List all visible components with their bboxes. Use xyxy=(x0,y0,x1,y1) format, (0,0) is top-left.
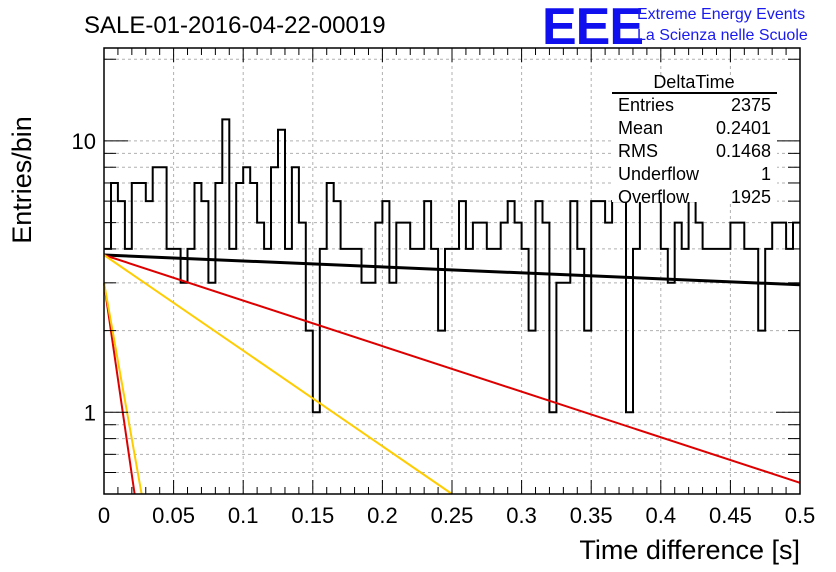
x-tick-label-7: 0.35 xyxy=(570,503,613,528)
x-tick-label-6: 0.3 xyxy=(506,503,537,528)
chart-title: SALE-01-2016-04-22-00019 xyxy=(84,12,386,39)
x-tick-label-2: 0.1 xyxy=(228,503,259,528)
y-tick-label-1: 10 xyxy=(72,129,96,154)
x-tick-label-8: 0.4 xyxy=(646,503,677,528)
y-tick-label-0: 1 xyxy=(84,400,96,425)
stats-row-value-0: 2375 xyxy=(731,95,771,115)
stats-rows: Entries 2375 Mean 0.2401 RMS 0.1468 Underflow 1… xyxy=(618,95,771,207)
histogram xyxy=(104,118,800,414)
stats-row-value-1: 0.2401 xyxy=(716,118,771,138)
fit-lines xyxy=(103,253,801,495)
x-tick-label-10: 0.5 xyxy=(785,503,816,528)
fit-line-yellow-slow xyxy=(103,254,453,495)
stats-row-value-4: 1925 xyxy=(731,187,771,207)
eee-logo-line1: Extreme Energy Events xyxy=(637,6,805,23)
x-tick-label-0: 0 xyxy=(98,503,110,528)
stats-name: DeltaTime xyxy=(653,72,734,92)
eee-logo: EEE Extreme Energy Events La Scienza nel… xyxy=(542,0,808,56)
x-tick-label-1: 0.05 xyxy=(152,503,195,528)
stats-box: DeltaTime Entries 2375 Mean 0.2401 RMS 0.1468… xyxy=(612,72,777,207)
stats-box-background xyxy=(612,78,777,202)
stats-row-value-2: 0.1468 xyxy=(716,141,771,161)
eee-logo-text: EEE xyxy=(542,0,643,56)
x-tick-label-9: 0.45 xyxy=(709,503,752,528)
stats-row-label-3: Underflow xyxy=(618,164,700,184)
y-tick-labels: 1 10 xyxy=(72,129,96,425)
stats-row-label-0: Entries xyxy=(618,95,674,115)
x-tick-label-3: 0.15 xyxy=(291,503,334,528)
eee-logo-line2: La Scienza nelle Scuole xyxy=(637,27,808,44)
y-axis-label: Entries/bin xyxy=(7,116,37,244)
x-axis-label: Time difference [s] xyxy=(579,535,800,565)
fit-line-red-fast xyxy=(103,282,136,495)
stats-row-value-3: 1 xyxy=(761,164,771,184)
fit-line-yellow-fast xyxy=(103,282,143,495)
x-tick-labels: 0 0.05 0.1 0.15 0.2 0.25 0.3 0.35 0.4 0.45 0.5 xyxy=(98,503,815,528)
axes xyxy=(103,47,801,495)
fit-line-red-slow xyxy=(103,254,801,484)
stats-row-label-1: Mean xyxy=(618,118,663,138)
stats-row-label-4: Overflow xyxy=(618,187,690,207)
histogram-outline xyxy=(104,118,800,414)
fit-line-main xyxy=(103,253,801,287)
x-tick-label-5: 0.25 xyxy=(431,503,474,528)
stats-row-label-2: RMS xyxy=(618,141,658,161)
x-tick-label-4: 0.2 xyxy=(367,503,398,528)
